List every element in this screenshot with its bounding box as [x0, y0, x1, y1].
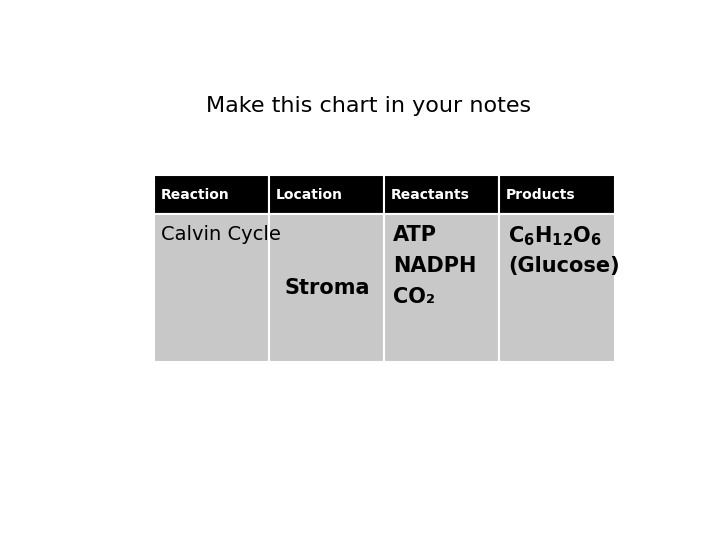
Bar — [154, 214, 269, 362]
Bar — [384, 214, 500, 362]
Bar — [269, 214, 384, 362]
Text: $\mathbf{C_6H_{12}O_6}$: $\mathbf{C_6H_{12}O_6}$ — [508, 225, 602, 248]
Text: Make this chart in your notes: Make this chart in your notes — [207, 96, 531, 117]
Text: NADPH: NADPH — [392, 256, 476, 276]
Text: Reaction: Reaction — [161, 188, 230, 202]
Text: Reactants: Reactants — [391, 188, 470, 202]
Text: Calvin Cycle: Calvin Cycle — [161, 225, 281, 244]
Text: Products: Products — [506, 188, 576, 202]
Bar — [500, 175, 615, 214]
Bar — [154, 175, 269, 214]
Text: ATP: ATP — [392, 225, 437, 245]
Bar — [384, 175, 500, 214]
Text: CO₂: CO₂ — [392, 287, 435, 307]
Text: Location: Location — [276, 188, 343, 202]
Text: Stroma: Stroma — [284, 278, 369, 298]
Bar — [269, 175, 384, 214]
Bar — [500, 214, 615, 362]
Text: (Glucose): (Glucose) — [508, 256, 619, 276]
